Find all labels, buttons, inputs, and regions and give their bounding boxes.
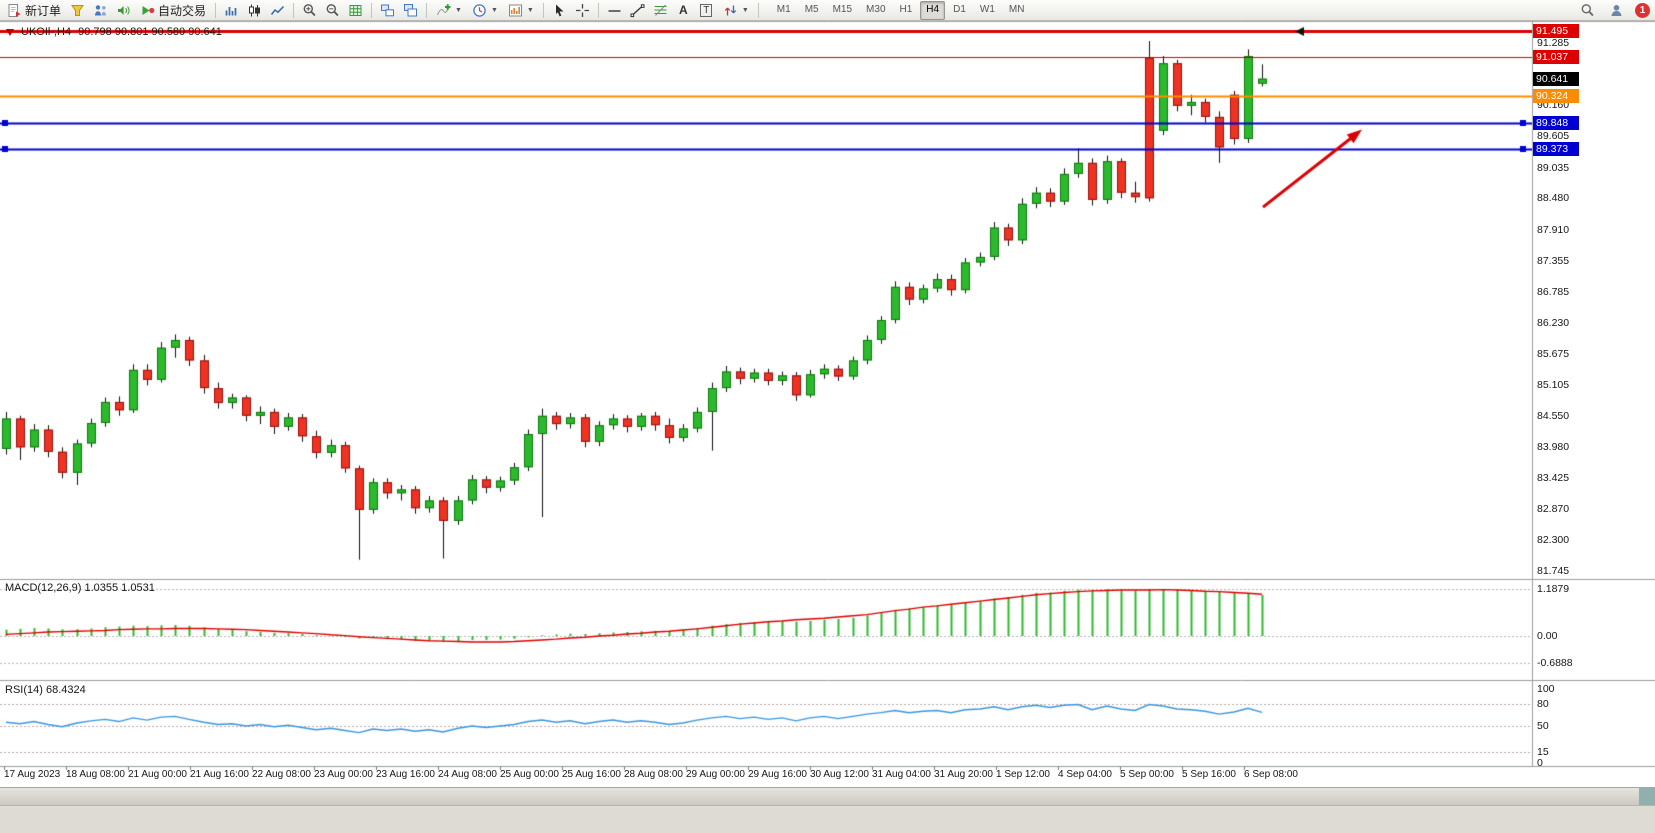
alerts-icon[interactable]: [113, 1, 134, 19]
toolbar-separator: [293, 2, 295, 18]
timeframe-button-h4[interactable]: H4: [920, 0, 946, 20]
periods-button[interactable]: ▼: [468, 1, 502, 19]
timeframe-button-m15[interactable]: M15: [832, 3, 853, 15]
market-watch-icon[interactable]: [90, 1, 111, 19]
arrows-icon: [723, 3, 738, 18]
add-indicator-icon: [436, 3, 451, 18]
main-toolbar: 新订单 自动交易 ▼ ▼ ▼: [0, 0, 1655, 21]
new-order-icon: [7, 3, 22, 18]
status-strip: [0, 787, 1655, 833]
add-indicator-button[interactable]: ▼: [432, 1, 466, 19]
cursor-icon[interactable]: [549, 1, 570, 19]
candlestick-chart-icon[interactable]: [244, 1, 265, 19]
tile-windows-icon[interactable]: [377, 1, 398, 19]
search-icon[interactable]: [1577, 1, 1598, 19]
trendline-icon[interactable]: [627, 1, 648, 19]
account-icon[interactable]: [1606, 1, 1627, 19]
toolbar-right-group: 1: [1577, 1, 1652, 19]
resize-grip[interactable]: [1639, 788, 1655, 805]
auto-trading-button[interactable]: 自动交易: [136, 1, 210, 19]
timeframe-button-m1[interactable]: M1: [776, 3, 791, 15]
fibonacci-icon[interactable]: [650, 1, 671, 19]
timeframe-group: M1 M5 M15 M30 H1 H4 D1 W1 MN: [770, 0, 1032, 20]
cascade-windows-icon[interactable]: [400, 1, 421, 19]
toolbar-separator: [597, 2, 599, 18]
zoom-out-icon[interactable]: [322, 1, 343, 19]
timeframe-button-m30[interactable]: M30: [866, 3, 886, 15]
timeframe-button-d1[interactable]: D1: [953, 3, 966, 15]
auto-trading-icon: [140, 3, 155, 18]
timeframe-button-w1[interactable]: W1: [979, 3, 995, 15]
new-order-label: 新订单: [25, 3, 62, 18]
toolbar-separator: [757, 2, 759, 18]
toolbar-separator: [215, 2, 217, 18]
chevron-down-icon: ▼: [455, 6, 462, 14]
periods-icon: [472, 3, 487, 18]
toolbar-separator: [426, 2, 428, 18]
crosshair-icon[interactable]: [572, 1, 593, 19]
chevron-down-icon: ▼: [490, 6, 498, 14]
notification-badge[interactable]: 1: [1635, 2, 1650, 18]
zoom-in-icon[interactable]: [299, 1, 320, 19]
timeframe-button-mn[interactable]: MN: [1008, 3, 1025, 15]
auto-trading-label: 自动交易: [158, 3, 207, 18]
text-icon[interactable]: A: [679, 3, 688, 17]
timeframe-button-m5[interactable]: M5: [804, 3, 819, 15]
horizontal-scrollbar[interactable]: [0, 788, 1655, 806]
template-button[interactable]: ▼: [504, 1, 538, 19]
toolbar-separator: [542, 2, 544, 18]
template-icon: [508, 3, 523, 18]
toolbar-separator: [371, 2, 373, 18]
chevron-down-icon: ▼: [526, 6, 534, 14]
chevron-down-icon: ▼: [741, 6, 749, 14]
grid-icon[interactable]: [345, 1, 366, 19]
arrows-button[interactable]: ▼: [719, 1, 753, 19]
text-label-icon[interactable]: T: [696, 1, 717, 19]
market-depth-icon[interactable]: [67, 1, 88, 19]
horizontal-line-icon[interactable]: [604, 1, 625, 19]
line-chart-icon[interactable]: [267, 1, 288, 19]
new-order-button[interactable]: 新订单: [3, 1, 65, 19]
bar-chart-icon[interactable]: [221, 1, 242, 19]
timeframe-button-h1[interactable]: H1: [899, 3, 913, 15]
